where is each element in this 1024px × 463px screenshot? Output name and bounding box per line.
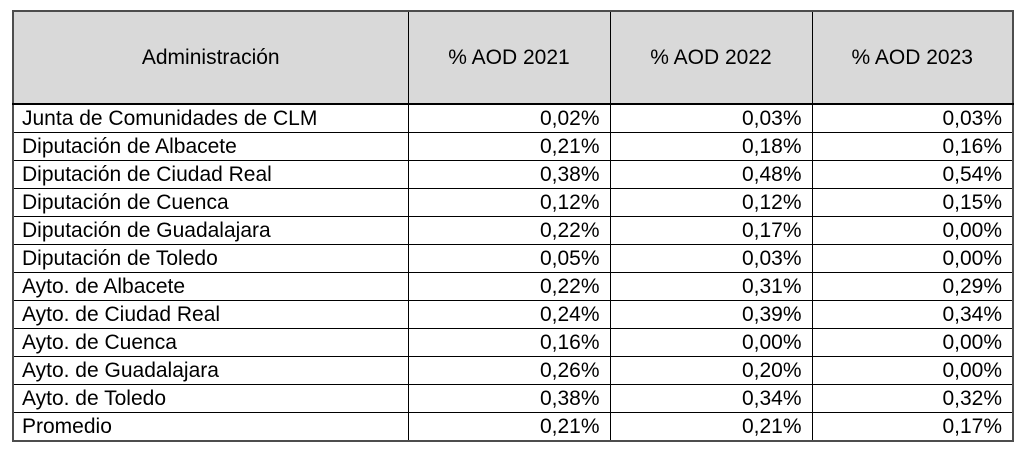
cell-aod-2021: 0,22% bbox=[407, 216, 611, 245]
cell-aod-2023: 0,15% bbox=[811, 188, 1014, 217]
cell-aod-2021: 0,22% bbox=[407, 272, 611, 301]
admin-cell: Ayto. de Ciudad Real bbox=[12, 300, 409, 329]
admin-cell: Ayto. de Guadalajara bbox=[12, 356, 409, 385]
cell-aod-2022: 0,39% bbox=[609, 300, 813, 329]
cell-aod-2023: 0,34% bbox=[811, 300, 1014, 329]
cell-aod-2022: 0,18% bbox=[609, 132, 813, 161]
cell-aod-2022: 0,31% bbox=[609, 272, 813, 301]
table-row: Diputación de Albacete 0,21% 0,18% 0,16% bbox=[12, 132, 1014, 161]
cell-aod-2021: 0,12% bbox=[407, 188, 611, 217]
cell-aod-2022: 0,48% bbox=[609, 160, 813, 189]
cell-aod-2023: 0,03% bbox=[811, 103, 1014, 133]
header-row: Administración % AOD 2021 % AOD 2022 % A… bbox=[12, 10, 1014, 105]
table-row: Diputación de Ciudad Real 0,38% 0,48% 0,… bbox=[12, 160, 1014, 189]
cell-aod-2022: 0,21% bbox=[609, 412, 813, 442]
cell-aod-2022: 0,34% bbox=[609, 384, 813, 413]
cell-aod-2022: 0,03% bbox=[609, 244, 813, 273]
cell-aod-2023: 0,00% bbox=[811, 328, 1014, 357]
admin-cell: Diputación de Ciudad Real bbox=[12, 160, 409, 189]
admin-cell: Diputación de Albacete bbox=[12, 132, 409, 161]
column-header-administracion: Administración bbox=[12, 10, 409, 105]
cell-aod-2022: 0,03% bbox=[609, 103, 813, 133]
cell-aod-2023: 0,00% bbox=[811, 356, 1014, 385]
table-row: Ayto. de Ciudad Real 0,24% 0,39% 0,34% bbox=[12, 300, 1014, 329]
column-header-aod-2022: % AOD 2022 bbox=[609, 10, 813, 105]
cell-aod-2022: 0,17% bbox=[609, 216, 813, 245]
cell-aod-2021: 0,24% bbox=[407, 300, 611, 329]
column-header-aod-2023: % AOD 2023 bbox=[811, 10, 1014, 105]
cell-aod-2021: 0,05% bbox=[407, 244, 611, 273]
table-row: Junta de Comunidades de CLM 0,02% 0,03% … bbox=[12, 103, 1014, 133]
cell-aod-2022: 0,20% bbox=[609, 356, 813, 385]
table-row: Ayto. de Cuenca 0,16% 0,00% 0,00% bbox=[12, 328, 1014, 357]
cell-aod-2023: 0,29% bbox=[811, 272, 1014, 301]
cell-aod-2021: 0,38% bbox=[407, 384, 611, 413]
cell-aod-2023: 0,00% bbox=[811, 244, 1014, 273]
admin-cell: Promedio bbox=[12, 412, 409, 442]
cell-aod-2022: 0,00% bbox=[609, 328, 813, 357]
admin-cell: Diputación de Cuenca bbox=[12, 188, 409, 217]
cell-aod-2022: 0,12% bbox=[609, 188, 813, 217]
aod-table-container: Administración % AOD 2021 % AOD 2022 % A… bbox=[12, 10, 1014, 442]
table-row: Ayto. de Albacete 0,22% 0,31% 0,29% bbox=[12, 272, 1014, 301]
admin-cell: Ayto. de Albacete bbox=[12, 272, 409, 301]
admin-cell: Ayto. de Toledo bbox=[12, 384, 409, 413]
admin-cell: Ayto. de Cuenca bbox=[12, 328, 409, 357]
table-row: Diputación de Guadalajara 0,22% 0,17% 0,… bbox=[12, 216, 1014, 245]
cell-aod-2021: 0,38% bbox=[407, 160, 611, 189]
cell-aod-2021: 0,26% bbox=[407, 356, 611, 385]
cell-aod-2023: 0,17% bbox=[811, 412, 1014, 442]
column-header-aod-2021: % AOD 2021 bbox=[407, 10, 611, 105]
cell-aod-2023: 0,16% bbox=[811, 132, 1014, 161]
table-row: Ayto. de Guadalajara 0,26% 0,20% 0,00% bbox=[12, 356, 1014, 385]
admin-cell: Diputación de Toledo bbox=[12, 244, 409, 273]
table-row-promedio: Promedio 0,21% 0,21% 0,17% bbox=[12, 412, 1014, 442]
table-row: Ayto. de Toledo 0,38% 0,34% 0,32% bbox=[12, 384, 1014, 413]
cell-aod-2023: 0,00% bbox=[811, 216, 1014, 245]
cell-aod-2021: 0,21% bbox=[407, 132, 611, 161]
admin-cell: Diputación de Guadalajara bbox=[12, 216, 409, 245]
cell-aod-2023: 0,54% bbox=[811, 160, 1014, 189]
cell-aod-2021: 0,16% bbox=[407, 328, 611, 357]
aod-table: Administración % AOD 2021 % AOD 2022 % A… bbox=[12, 10, 1014, 442]
cell-aod-2023: 0,32% bbox=[811, 384, 1014, 413]
cell-aod-2021: 0,02% bbox=[407, 103, 611, 133]
cell-aod-2021: 0,21% bbox=[407, 412, 611, 442]
table-row: Diputación de Cuenca 0,12% 0,12% 0,15% bbox=[12, 188, 1014, 217]
table-row: Diputación de Toledo 0,05% 0,03% 0,00% bbox=[12, 244, 1014, 273]
admin-cell: Junta de Comunidades de CLM bbox=[12, 103, 409, 133]
